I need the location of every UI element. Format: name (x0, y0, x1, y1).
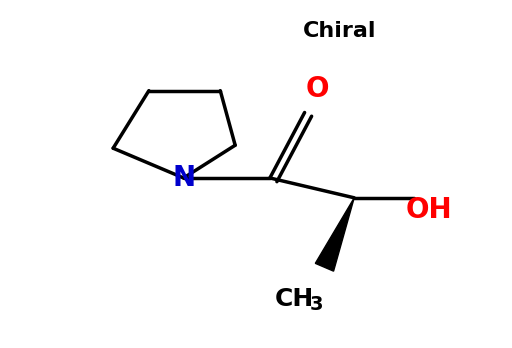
Text: 3: 3 (310, 295, 323, 315)
Text: OH: OH (406, 196, 452, 224)
Text: O: O (306, 75, 329, 103)
Text: CH: CH (275, 287, 314, 311)
Text: Chiral: Chiral (303, 21, 376, 41)
Text: N: N (172, 164, 195, 192)
Polygon shape (315, 198, 354, 271)
